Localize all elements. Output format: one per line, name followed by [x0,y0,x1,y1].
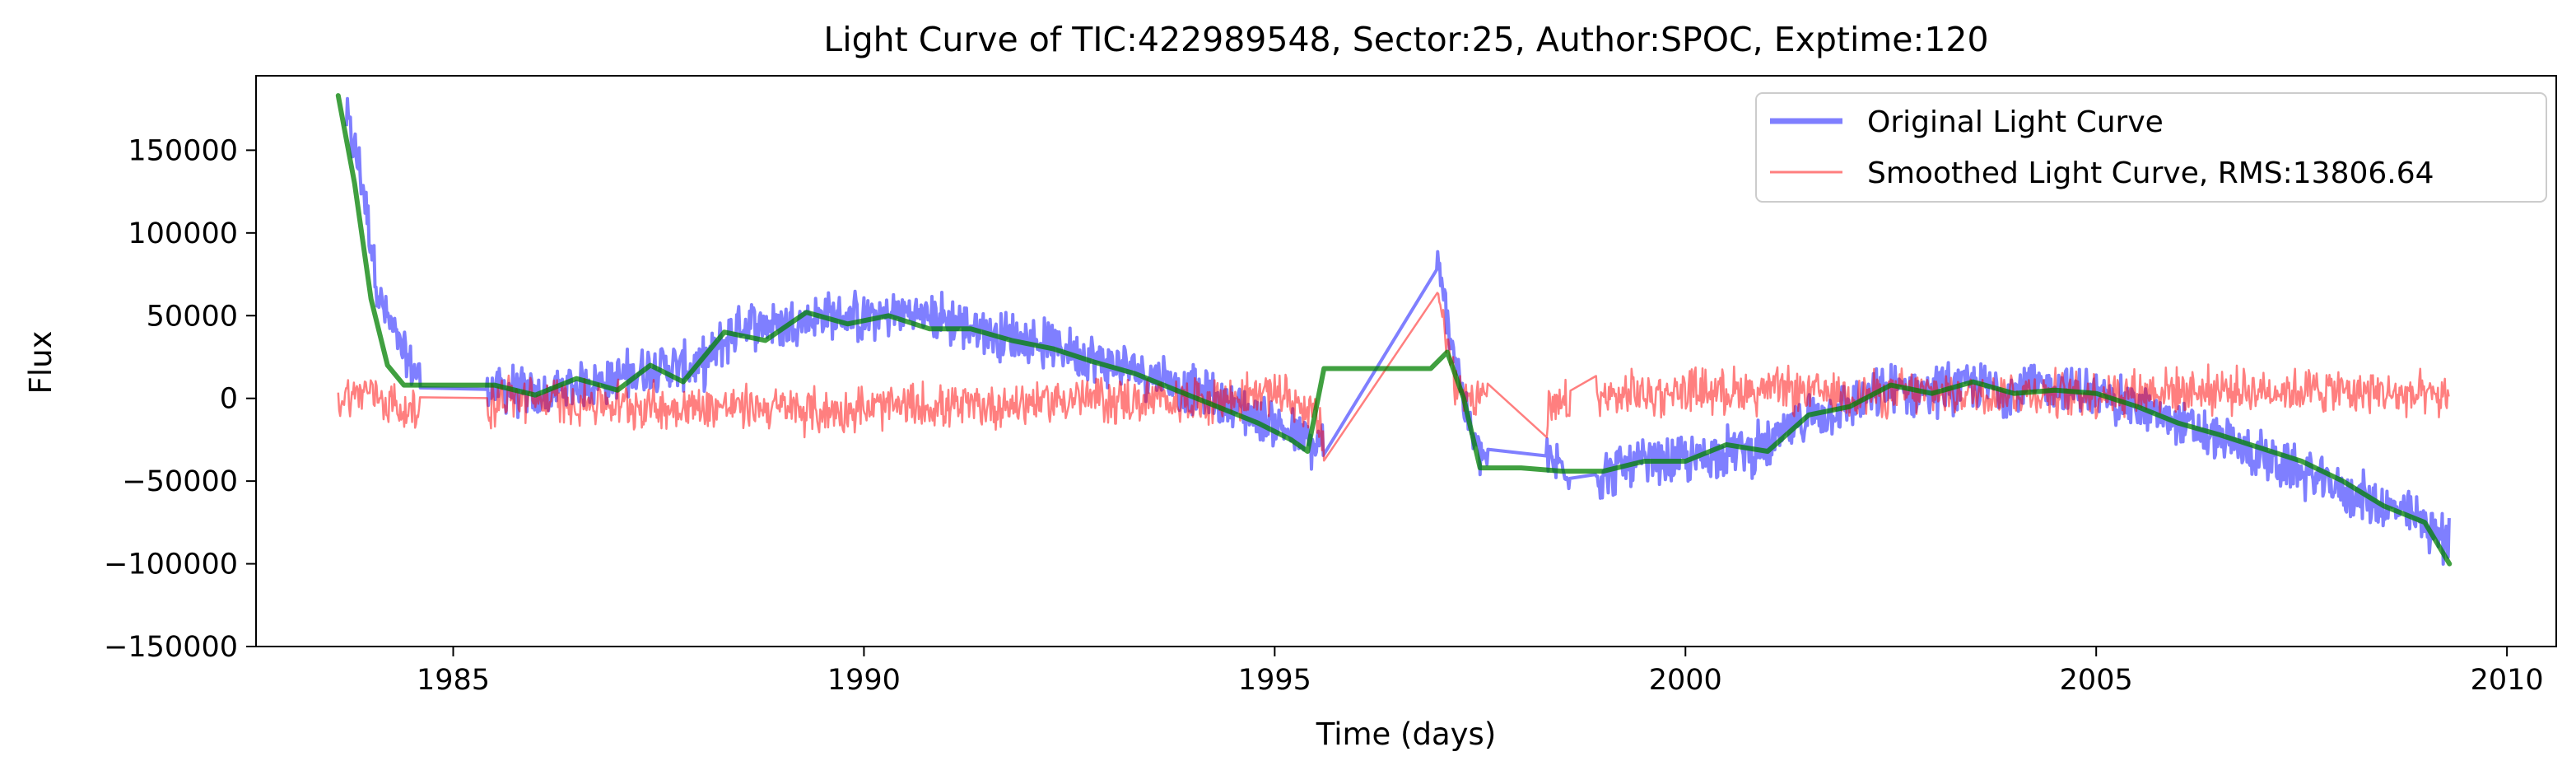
y-tick-label: −50000 [122,465,238,498]
y-tick-label: 0 [220,383,238,416]
y-tick-label: −100000 [104,549,238,581]
chart-title: Light Curve of TIC:422989548, Sector:25,… [823,20,1988,59]
plot-area [335,93,2453,567]
x-tick-label: 1985 [417,664,490,697]
legend-label-original: Original Light Curve [1867,105,2164,139]
plot-frame [255,75,2557,647]
y-tick-label: 100000 [128,217,238,250]
y-axis-label: Flux [23,331,58,395]
y-tick-label: 150000 [128,134,238,167]
x-tick-label: 2000 [1649,664,1722,697]
x-tick-label: 1995 [1238,664,1311,697]
x-tick-label: 2010 [2471,664,2544,697]
series-smoothed-line [337,292,2450,462]
legend: Original Light Curve Smoothed Light Curv… [1755,92,2547,203]
y-tick-label: 50000 [147,300,238,333]
axes-layer: 1985 1990 1995 2000 2005 2010 −150000 −100000 −5… [104,134,2544,697]
x-tick-label: 2005 [2060,664,2133,697]
x-axis-label: Time (days) [1316,717,1497,752]
x-tick-label: 1990 [827,664,901,697]
y-tick-label: −150000 [104,631,238,664]
legend-label-smoothed: Smoothed Light Curve, RMS:13806.64 [1867,156,2434,190]
legend-box [1755,92,2547,203]
series-trend-line [335,93,2453,567]
